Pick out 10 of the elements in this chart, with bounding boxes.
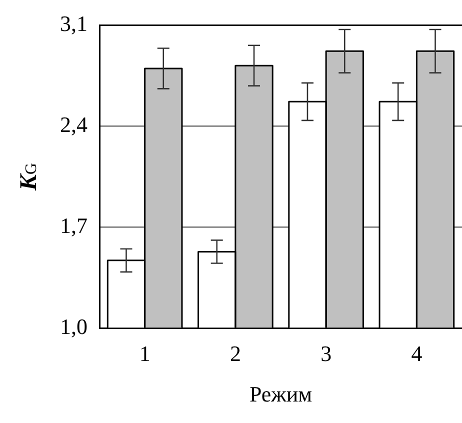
x-tick-label: 3: [320, 341, 332, 366]
y-tick-label: 2,4: [60, 112, 88, 137]
x-tick-label: 1: [139, 341, 150, 366]
y-tick-label: 1,7: [60, 212, 88, 238]
x-tick-label: 2: [230, 341, 241, 366]
y-tick-label: 3,1: [60, 10, 88, 36]
y-axis-title: KG: [16, 162, 42, 192]
x-tick-label: 4: [411, 341, 422, 366]
y-tick-label: 1,0: [60, 314, 88, 339]
x-axis-title: Режим: [249, 382, 312, 407]
